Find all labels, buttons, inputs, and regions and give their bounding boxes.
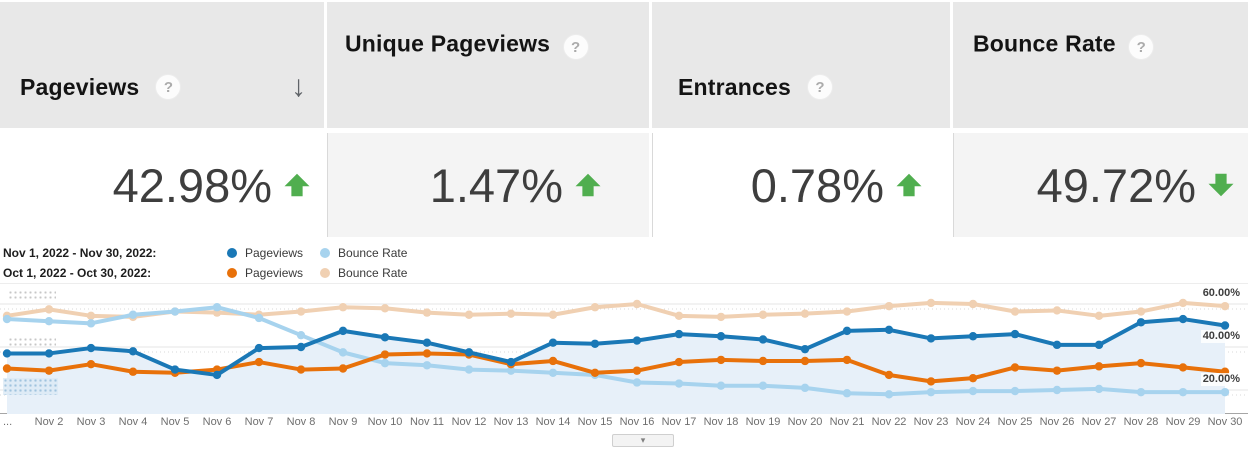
legend-dot-bounce-rate bbox=[320, 268, 331, 278]
x-axis-tick-label: Nov 22 bbox=[871, 416, 907, 428]
x-axis-tick-label: Nov 23 bbox=[913, 416, 949, 428]
legend-label: Pageviews bbox=[245, 266, 304, 280]
metric-value: 0.78% bbox=[750, 158, 884, 212]
trend-up-icon bbox=[284, 173, 310, 197]
x-axis-tick-label: Nov 11 bbox=[409, 416, 445, 428]
x-axis-tick-label: Nov 13 bbox=[493, 416, 529, 428]
column-header-entrances[interactable]: Entrances ? bbox=[652, 2, 950, 128]
trend-down-icon bbox=[1208, 173, 1234, 197]
x-axis-tick-label: Nov 4 bbox=[118, 416, 148, 428]
column-label: Entrances bbox=[678, 73, 792, 100]
x-axis-tick-label: Nov 27 bbox=[1081, 416, 1117, 428]
legend-label: Bounce Rate bbox=[338, 266, 408, 280]
metric-value: 42.98% bbox=[112, 158, 272, 212]
metrics-table: Pageviews ? ↓ Unique Pageviews ? Entranc… bbox=[0, 2, 1248, 237]
chart-legend: Nov 1, 2022 - Nov 30, 2022: Pageviews Bo… bbox=[3, 246, 424, 286]
column-header-unique-pageviews[interactable]: Unique Pageviews ? bbox=[327, 2, 649, 128]
legend-label: Pageviews bbox=[245, 246, 304, 260]
x-axis-tick-label: Nov 30 bbox=[1207, 416, 1243, 428]
x-axis-tick-label: Nov 26 bbox=[1039, 416, 1075, 428]
x-axis-tick-label: Nov 10 bbox=[367, 416, 403, 428]
x-axis-tick-label: Nov 25 bbox=[997, 416, 1033, 428]
x-axis-tick-label: Nov 16 bbox=[619, 416, 655, 428]
column-header-bounce-rate[interactable]: Bounce Rate ? bbox=[953, 2, 1248, 128]
legend-date-range: Oct 1, 2022 - Oct 30, 2022: bbox=[3, 266, 152, 280]
chart-plot[interactable] bbox=[0, 284, 1248, 414]
column-header-pageviews[interactable]: Pageviews ? ↓ bbox=[0, 2, 324, 128]
x-axis-tick-label: Nov 24 bbox=[955, 416, 991, 428]
x-axis-tick-label: Nov 29 bbox=[1165, 416, 1201, 428]
trend-up-icon bbox=[575, 173, 601, 197]
metric-value: 49.72% bbox=[1036, 158, 1196, 212]
column-label: Bounce Rate bbox=[973, 30, 1116, 57]
help-icon[interactable]: ? bbox=[807, 74, 834, 100]
redacted-axis-label bbox=[8, 337, 56, 348]
redacted-axis-label bbox=[3, 378, 58, 395]
legend-date-range: Nov 1, 2022 - Nov 30, 2022: bbox=[3, 246, 157, 260]
metric-value-pageviews: 42.98% bbox=[0, 133, 324, 237]
x-axis-tick-label: Nov 14 bbox=[535, 416, 571, 428]
legend-label: Bounce Rate bbox=[338, 246, 408, 260]
x-axis-tick-label: Nov 5 bbox=[160, 416, 190, 428]
caret-down-icon: ▾ bbox=[640, 435, 646, 445]
x-axis-labels: ... Nov 2 Nov 3 Nov 4 Nov 5 Nov 6 Nov 7 Nov 8 No… bbox=[0, 416, 1248, 432]
legend-dot-bounce-rate bbox=[320, 248, 331, 258]
x-axis-tick-label: Nov 28 bbox=[1123, 416, 1159, 428]
timeseries-chart[interactable] bbox=[0, 283, 1248, 414]
column-label: Pageviews bbox=[20, 73, 140, 100]
x-axis-tick-label: Nov 18 bbox=[703, 416, 739, 428]
y-axis-tick-label: 40.00% bbox=[1200, 330, 1242, 343]
x-axis-tick-label: Nov 3 bbox=[76, 416, 106, 428]
x-axis-tick-label: Nov 9 bbox=[328, 416, 358, 428]
x-axis-tick-label: Nov 15 bbox=[577, 416, 613, 428]
legend-row-comparison-period: Oct 1, 2022 - Oct 30, 2022: Pageviews Bo… bbox=[3, 266, 424, 280]
metric-value-entrances: 0.78% bbox=[652, 133, 950, 237]
trend-up-icon bbox=[896, 173, 922, 197]
legend-row-current-period: Nov 1, 2022 - Nov 30, 2022: Pageviews Bo… bbox=[3, 246, 424, 260]
chart-collapse-button[interactable]: ▾ bbox=[612, 434, 674, 447]
legend-dot-pageviews bbox=[227, 248, 237, 258]
legend-dot-pageviews bbox=[227, 268, 237, 278]
x-axis-tick-label: Nov 21 bbox=[829, 416, 865, 428]
metric-value: 1.47% bbox=[429, 158, 563, 212]
redacted-axis-label bbox=[8, 290, 56, 301]
x-axis-tick-label: Nov 2 bbox=[34, 416, 64, 428]
metric-value-unique-pageviews: 1.47% bbox=[327, 133, 649, 237]
x-axis-tick-label: Nov 17 bbox=[661, 416, 697, 428]
y-axis-tick-label: 60.00% bbox=[1200, 287, 1242, 300]
column-label: Unique Pageviews bbox=[345, 30, 551, 57]
x-axis-tick-label: ... bbox=[3, 416, 13, 428]
metric-value-bounce-rate: 49.72% bbox=[953, 133, 1248, 237]
x-axis-tick-label: Nov 20 bbox=[787, 416, 823, 428]
x-axis-tick-label: Nov 12 bbox=[451, 416, 487, 428]
help-icon[interactable]: ? bbox=[1128, 34, 1155, 60]
help-icon[interactable]: ? bbox=[562, 34, 589, 60]
x-axis-tick-label: Nov 7 bbox=[244, 416, 274, 428]
sort-descending-icon[interactable]: ↓ bbox=[291, 70, 306, 103]
x-axis-tick-label: Nov 6 bbox=[202, 416, 232, 428]
y-axis-tick-label: 20.00% bbox=[1200, 373, 1242, 386]
x-axis-tick-label: Nov 19 bbox=[745, 416, 781, 428]
help-icon[interactable]: ? bbox=[155, 74, 182, 100]
x-axis-tick-label: Nov 8 bbox=[286, 416, 316, 428]
